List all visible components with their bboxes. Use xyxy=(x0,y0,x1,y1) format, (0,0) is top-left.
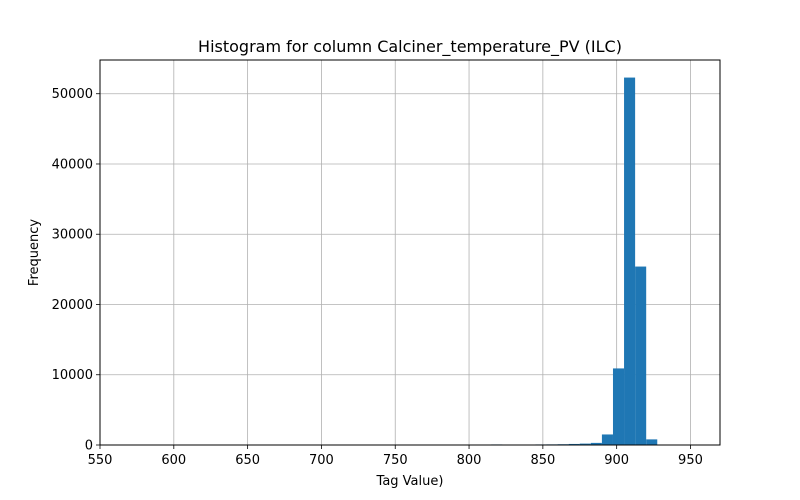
y-tick-label: 40000 xyxy=(52,157,93,172)
bars xyxy=(491,77,658,446)
chart-title: Histogram for column Calciner_temperatur… xyxy=(198,37,622,57)
y-tick-label: 0 xyxy=(85,439,93,454)
y-axis-label: Frequency xyxy=(27,219,42,286)
y-tick-label: 50000 xyxy=(52,87,93,102)
y-tick-label: 20000 xyxy=(52,298,93,313)
x-tick-label: 900 xyxy=(604,453,629,468)
x-tick-label: 750 xyxy=(383,453,408,468)
x-tick-label: 800 xyxy=(457,453,482,468)
histogram-bar xyxy=(568,443,580,445)
x-tick-label: 950 xyxy=(678,453,703,468)
histogram-bar xyxy=(590,442,602,445)
histogram-bar xyxy=(612,368,625,445)
y-tick-label: 10000 xyxy=(52,368,93,383)
x-tick-label: 600 xyxy=(161,453,186,468)
histogram-bar xyxy=(624,77,636,445)
plot-frame xyxy=(99,59,721,446)
x-tick-label: 650 xyxy=(235,453,260,468)
histogram-bar xyxy=(579,443,591,445)
y-tick-label: 30000 xyxy=(52,228,93,243)
x-tick-label: 550 xyxy=(88,453,113,468)
x-tick-label: 700 xyxy=(309,453,334,468)
x-tick-label: 850 xyxy=(530,453,555,468)
histogram-bar xyxy=(635,266,647,445)
histogram-bar xyxy=(646,439,658,445)
y-ticks: 0 10000 20000 30000 40000 50000 xyxy=(52,87,100,454)
x-axis-label: Tag Value) xyxy=(376,474,444,489)
grid-lines xyxy=(99,60,720,446)
histogram-bar xyxy=(601,434,613,445)
x-ticks: 550 600 650 700 750 800 850 900 950 xyxy=(88,445,703,468)
